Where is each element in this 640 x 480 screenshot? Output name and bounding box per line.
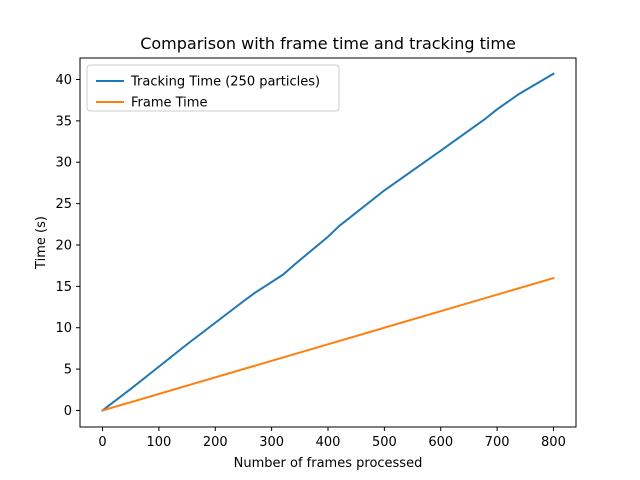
y-tick-label: 10: [55, 321, 72, 336]
x-tick-label: 700: [485, 435, 510, 450]
y-tick-label: 0: [64, 404, 72, 419]
x-tick-label: 600: [428, 435, 453, 450]
x-tick-label: 500: [372, 435, 397, 450]
y-tick-label: 20: [55, 238, 72, 253]
y-tick-label: 5: [64, 363, 72, 378]
legend-box: [86, 64, 340, 112]
y-axis-label: Time (s): [34, 216, 49, 270]
chart-title: Comparison with frame time and tracking …: [140, 34, 516, 53]
x-tick-label: 200: [203, 435, 228, 450]
legend-label-0: Tracking Time (250 particles): [130, 75, 320, 90]
x-axis: 0 100 200 300 400 500 600 700 800: [98, 427, 566, 450]
x-tick-label: 100: [146, 435, 171, 450]
y-tick-label: 30: [55, 156, 72, 171]
series-line-0: [101, 72, 555, 412]
legend: Tracking Time (250 particles) Frame Time: [86, 64, 340, 112]
series-layer: [101, 72, 555, 412]
y-tick-label: 25: [55, 197, 72, 212]
x-tick-label: 300: [259, 435, 284, 450]
x-tick-label: 800: [541, 435, 566, 450]
x-tick-label: 0: [98, 435, 106, 450]
y-axis: 0 5 10 15 20 25 30 35 40: [55, 73, 80, 419]
y-tick-label: 40: [55, 73, 72, 88]
y-tick-label: 15: [55, 280, 72, 295]
x-tick-label: 400: [316, 435, 341, 450]
x-axis-label: Number of frames processed: [234, 456, 423, 471]
legend-label-1: Frame Time: [131, 96, 207, 111]
y-tick-label: 35: [55, 114, 72, 129]
plot-area: [80, 58, 576, 427]
series-line-1: [101, 276, 555, 412]
